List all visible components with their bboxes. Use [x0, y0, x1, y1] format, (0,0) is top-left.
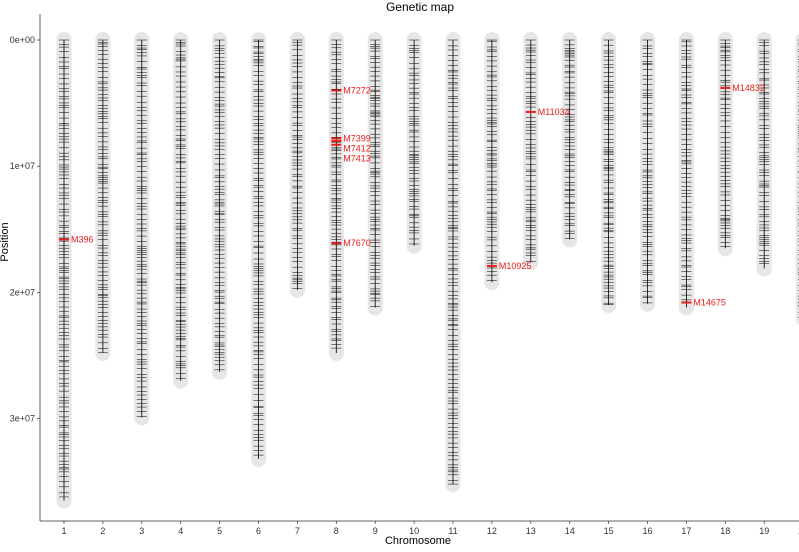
x-tick-label: 8 — [334, 526, 339, 536]
chromosome-6 — [251, 32, 266, 467]
x-tick-label: 11 — [448, 526, 457, 536]
x-axis-title: Chromosome — [385, 535, 451, 547]
x-tick-label: 10 — [409, 526, 419, 536]
chromosome-18 — [718, 32, 733, 256]
chromosome-19 — [757, 32, 772, 276]
x-tick-label: 1 — [61, 526, 66, 536]
x-tick-label: 9 — [373, 526, 378, 536]
chromosome-15 — [601, 32, 616, 313]
y-tick-label: 3e+07 — [10, 414, 35, 424]
x-tick-label: 14 — [565, 526, 575, 536]
x-tick-label: 19 — [759, 526, 769, 536]
y-tick-label: 1e+07 — [10, 161, 35, 171]
x-tick-label: 16 — [642, 526, 652, 536]
highlighted-marker-label: M10925 — [499, 261, 532, 271]
chromosome-1 — [57, 32, 72, 509]
chromosome-10 — [407, 32, 422, 254]
x-tick-label: 13 — [526, 526, 536, 536]
y-tick-label: 2e+07 — [10, 287, 35, 297]
chromosome-2 — [95, 32, 110, 361]
chart-title: Genetic map — [386, 0, 454, 14]
x-tick-label: 4 — [178, 526, 183, 536]
x-tick-label: 15 — [604, 526, 614, 536]
x-tick-label: 17 — [681, 526, 691, 536]
x-tick-label: 6 — [256, 526, 261, 536]
chromosome-9 — [368, 32, 383, 316]
x-tick-label: 5 — [217, 526, 222, 536]
chromosome-5 — [212, 32, 227, 380]
highlighted-marker-label: M7399 — [343, 133, 371, 143]
x-tick-label: 18 — [720, 526, 730, 536]
highlighted-marker-label: M7272 — [343, 85, 371, 95]
chromosome-12 — [484, 32, 499, 290]
highlighted-marker-label: M7412 — [343, 143, 371, 153]
chromosome-16 — [640, 32, 655, 312]
x-tick-label: 3 — [139, 526, 144, 536]
chromosome-17 — [679, 32, 694, 316]
highlighted-marker-label: M7670 — [343, 238, 371, 248]
chromosome-3 — [134, 32, 149, 425]
highlighted-marker-label: M7413 — [343, 153, 371, 163]
x-tick-label: 12 — [487, 526, 497, 536]
y-tick-label: 0e+00 — [10, 35, 35, 45]
highlighted-marker-label: M14832 — [732, 83, 765, 93]
chromosome-8 — [329, 32, 344, 361]
chromosome-4 — [173, 32, 188, 389]
chromosome-11 — [446, 32, 461, 492]
x-tick-label: 7 — [295, 526, 300, 536]
x-tick-label: 2 — [100, 526, 105, 536]
highlighted-marker-label: M14675 — [693, 297, 726, 307]
chromosome-7 — [290, 32, 305, 298]
chromosome-14 — [562, 32, 577, 247]
chromosome-20 — [796, 32, 799, 326]
chromosome-13 — [523, 32, 538, 270]
highlighted-marker-label: M396 — [71, 234, 94, 244]
y-axis-title: Position — [0, 222, 11, 261]
highlighted-marker-label: M11034 — [538, 107, 570, 117]
